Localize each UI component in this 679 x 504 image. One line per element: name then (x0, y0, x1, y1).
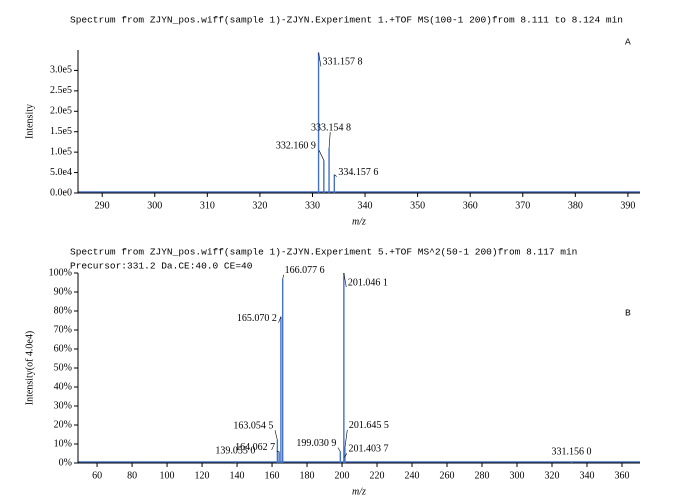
label-leader (343, 272, 347, 288)
label-leader (328, 132, 331, 149)
x-tick-label: 320 (544, 470, 559, 481)
label-leader (318, 150, 325, 161)
x-tick-label: 390 (620, 200, 635, 211)
y-tick-label: 0% (59, 457, 72, 468)
label-leader (278, 316, 282, 323)
x-tick-label: 60 (92, 470, 102, 481)
x-axis-label: m/z (352, 486, 366, 497)
x-tick-label: 350 (410, 200, 425, 211)
panel-label: A (625, 37, 631, 48)
label-leader (337, 447, 341, 452)
x-tick-label: 290 (95, 200, 110, 211)
x-tick-label: 300 (147, 200, 162, 211)
y-tick-label: 2.0e5 (50, 106, 72, 117)
x-tick-label: 370 (515, 200, 530, 211)
x-tick-label: 260 (440, 470, 455, 481)
peak-label: 333.154 8 (311, 122, 351, 133)
y-tick-label: 60% (54, 343, 72, 354)
peak-label: 164.062 7 (235, 442, 275, 453)
y-tick-label: 10% (54, 438, 72, 449)
y-axis-label: Intensity (24, 104, 35, 139)
y-tick-label: 90% (54, 286, 72, 297)
y-tick-label: 0.0e0 (50, 187, 72, 198)
x-axis-label: m/z (352, 216, 366, 227)
x-tick-label: 280 (475, 470, 490, 481)
label-leader (344, 453, 348, 458)
peak-label: 332.160 9 (276, 141, 316, 152)
panel-label: B (625, 308, 631, 319)
x-tick-label: 360 (463, 200, 478, 211)
y-tick-label: 1.0e5 (50, 146, 72, 157)
x-tick-label: 180 (300, 470, 315, 481)
x-tick-label: 120 (195, 470, 210, 481)
label-leader (282, 274, 285, 279)
peak-label: 331.156 0 (552, 446, 592, 457)
label-leader (334, 174, 337, 177)
x-tick-label: 240 (405, 470, 420, 481)
label-leader (344, 429, 348, 448)
y-tick-label: 1.5e5 (50, 126, 72, 137)
x-tick-label: 360 (614, 470, 629, 481)
y-tick-label: 70% (54, 324, 72, 335)
x-tick-label: 320 (252, 200, 267, 211)
peak-label: 163.054 5 (233, 420, 273, 431)
y-tick-label: 2.5e5 (50, 85, 72, 96)
x-tick-label: 200 (335, 470, 350, 481)
chart-title: Spectrum from ZJYN_pos.wiff(sample 1)-ZJ… (70, 15, 623, 26)
peak-label: 331.157 8 (323, 57, 363, 68)
x-tick-label: 340 (579, 470, 594, 481)
peak-label: 139.055 0 (215, 445, 255, 456)
x-tick-label: 160 (265, 470, 280, 481)
y-tick-label: 20% (54, 419, 72, 430)
x-tick-label: 300 (509, 470, 524, 481)
x-tick-label: 340 (358, 200, 373, 211)
chart-subtitle: Precursor:331.2 Da.CE:40.0 CE=40 (70, 261, 253, 272)
x-tick-label: 310 (200, 200, 215, 211)
peak-label: 201.046 1 (348, 277, 388, 288)
x-tick-label: 100 (160, 470, 175, 481)
y-axis-label: Intensity(of 4.0e4) (24, 331, 35, 405)
peak-label: 199.030 9 (296, 438, 336, 449)
peak-label: 334.157 6 (338, 167, 378, 178)
peak-label: 201.403 7 (348, 444, 388, 455)
peak-label: 201.645 5 (349, 420, 389, 431)
chart-title: Spectrum from ZJYN_pos.wiff(sample 1)-ZJ… (70, 247, 577, 258)
x-tick-label: 330 (305, 200, 320, 211)
label-leader (318, 52, 322, 67)
peak-label: 166.077 6 (285, 265, 325, 276)
y-tick-label: 50% (54, 362, 72, 373)
y-tick-label: 80% (54, 305, 72, 316)
x-tick-label: 140 (230, 470, 245, 481)
label-leader (274, 430, 278, 441)
y-tick-label: 100% (49, 267, 72, 278)
y-tick-label: 30% (54, 400, 72, 411)
x-tick-label: 220 (370, 470, 385, 481)
x-tick-label: 80 (127, 470, 137, 481)
y-tick-label: 5.0e4 (50, 167, 72, 178)
peak-label: 165.070 2 (237, 313, 277, 324)
y-tick-label: 3.0e5 (50, 65, 72, 76)
x-tick-label: 380 (568, 200, 583, 211)
y-tick-label: 40% (54, 381, 72, 392)
